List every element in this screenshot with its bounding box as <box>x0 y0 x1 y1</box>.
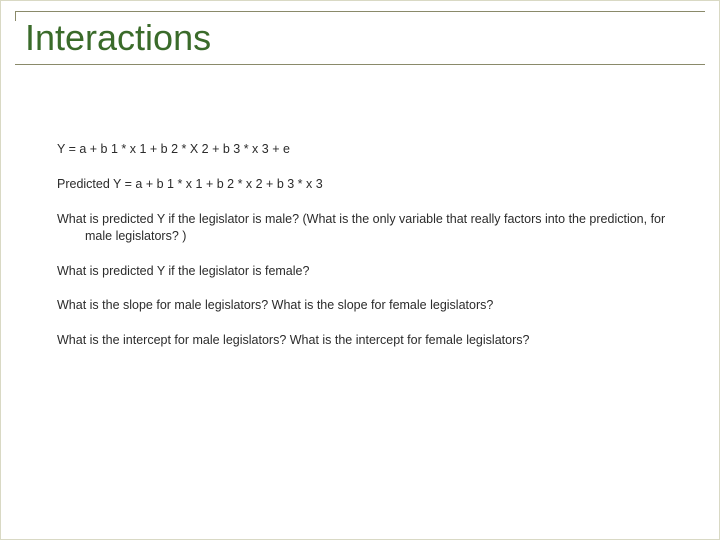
title-block: Interactions <box>15 11 705 65</box>
slide-body: Y = a + b 1 * x 1 + b 2 * X 2 + b 3 * x … <box>57 141 667 367</box>
body-paragraph: What is predicted Y if the legislator is… <box>57 263 667 280</box>
title-rule-top <box>15 11 705 12</box>
body-paragraph: What is the slope for male legislators? … <box>57 297 667 314</box>
title-rule-bottom <box>15 64 705 65</box>
body-paragraph: What is the intercept for male legislato… <box>57 332 667 349</box>
title-rule-tick <box>15 11 16 21</box>
slide-container: Interactions Y = a + b 1 * x 1 + b 2 * X… <box>0 0 720 540</box>
body-paragraph: Y = a + b 1 * x 1 + b 2 * X 2 + b 3 * x … <box>57 141 667 158</box>
body-paragraph: Predicted Y = a + b 1 * x 1 + b 2 * x 2 … <box>57 176 667 193</box>
body-paragraph: What is predicted Y if the legislator is… <box>57 211 667 245</box>
slide-title: Interactions <box>15 18 705 64</box>
